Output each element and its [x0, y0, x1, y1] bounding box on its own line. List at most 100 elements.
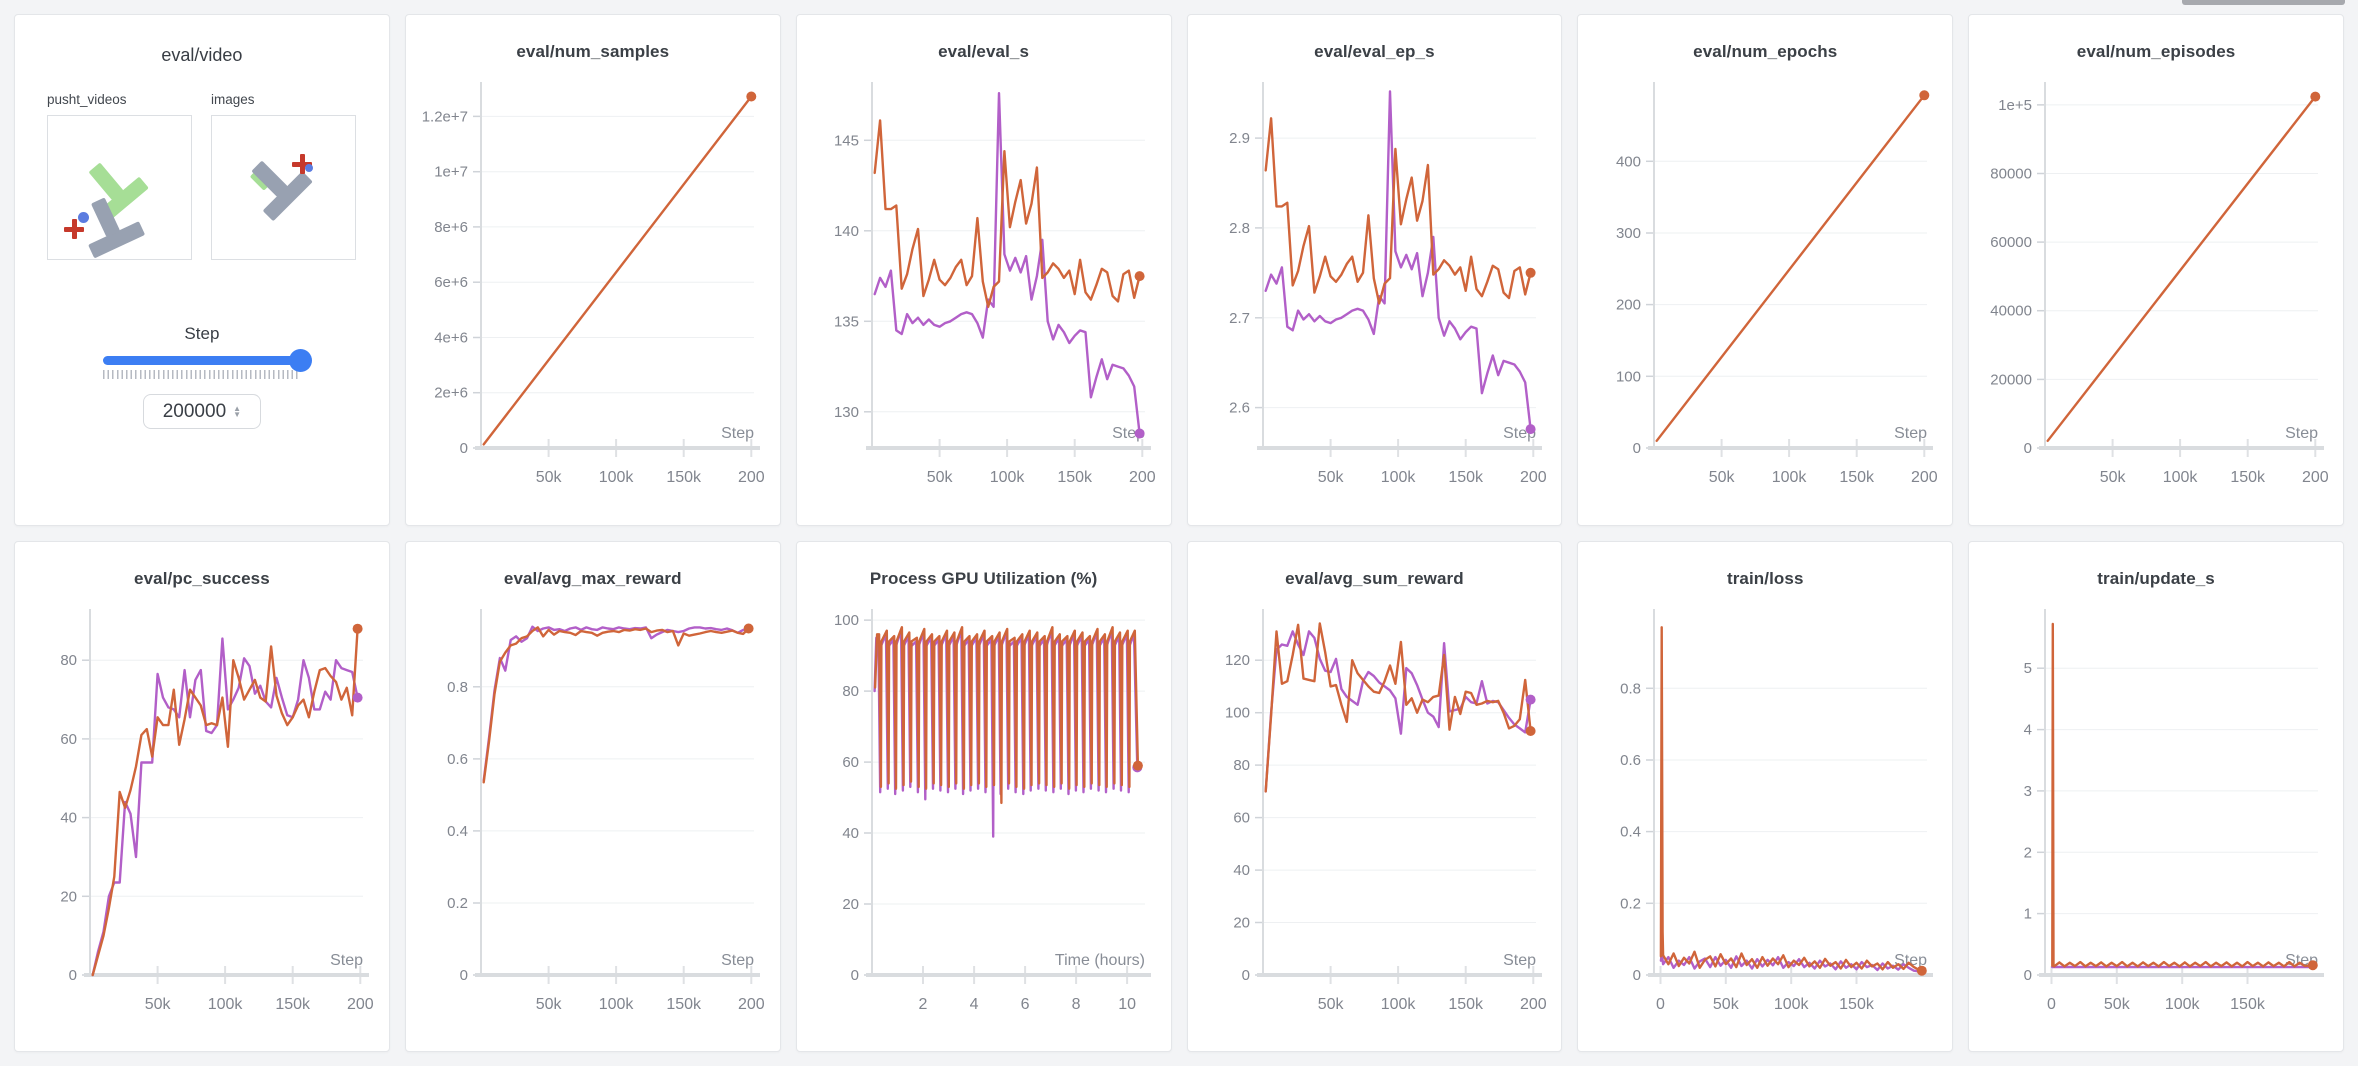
svg-text:Step: Step	[721, 952, 754, 969]
chart-canvas-eval-eval-ep-s[interactable]: 2.6 2.7 2.8 2.9 50k 100k 150k 200 Step	[1188, 70, 1562, 506]
svg-text:100k: 100k	[1771, 469, 1807, 486]
svg-text:200: 200	[1616, 297, 1641, 314]
svg-text:100k: 100k	[599, 469, 635, 486]
agent-dot-icon	[305, 164, 313, 172]
svg-text:20: 20	[842, 896, 859, 913]
chart-canvas-train-loss[interactable]: 0 0.2 0.4 0.6 0.8 0 50k 100k 150k Step	[1578, 597, 1952, 1033]
chart-canvas-eval-num-episodes[interactable]: 0 20000 40000 60000 80000 1e+5 50k 100k 150k 200 S…	[1969, 70, 2343, 506]
svg-text:Step: Step	[1894, 425, 1927, 442]
svg-text:50k: 50k	[1318, 996, 1345, 1013]
stepper-up-icon[interactable]: ▲	[233, 403, 242, 413]
svg-text:2.9: 2.9	[1229, 130, 1250, 147]
svg-text:Step: Step	[1503, 952, 1536, 969]
svg-text:1: 1	[2023, 905, 2031, 922]
chart-canvas-eval-avg-sum-reward[interactable]: 0 20 40 60 80 100 120 50k 100k 150k 200 Step	[1188, 597, 1562, 1033]
svg-text:1e+7: 1e+7	[434, 164, 468, 181]
step-slider[interactable]	[102, 349, 312, 379]
svg-text:0: 0	[460, 967, 468, 984]
svg-text:60: 60	[1233, 809, 1250, 826]
svg-text:150k: 150k	[276, 996, 312, 1013]
svg-text:150k: 150k	[1839, 996, 1875, 1013]
step-input[interactable]: 200000 ▲ ▼	[142, 394, 261, 429]
chart-title: train/loss	[1726, 568, 1804, 588]
svg-text:80: 80	[1233, 757, 1250, 774]
panel-train-loss[interactable]: train/loss 0 0.2 0.4 0.6 0.8 0 50k 100k 150k Step	[1577, 540, 1954, 1052]
chart-canvas-eval-avg-max-reward[interactable]: 0 0.2 0.4 0.6 0.8 50k 100k 150k 200 Step	[406, 597, 780, 1033]
chart-title: eval/pc_success	[134, 568, 270, 588]
svg-text:2: 2	[2023, 844, 2031, 861]
step-slider-knob[interactable]	[288, 349, 312, 372]
svg-text:0.6: 0.6	[447, 750, 468, 767]
svg-text:0: 0	[851, 967, 859, 984]
panel-eval-num-episodes[interactable]: eval/num_episodes 0 20000 40000 60000 80000 1…	[1968, 14, 2344, 526]
svg-text:0: 0	[1242, 967, 1250, 984]
svg-text:100k: 100k	[2162, 469, 2198, 486]
svg-text:4e+6: 4e+6	[434, 330, 468, 347]
video-thumbnail-pusht[interactable]	[47, 115, 192, 260]
panel-eval-num-samples[interactable]: eval/num_samples 0 2e+6 4e+6 6e+6 8e+6 1e+7 1.…	[404, 14, 781, 526]
panel-eval-pc-success[interactable]: eval/pc_success 0 20 40 60 80 50k 100k 150k 200 S…	[14, 540, 390, 1052]
svg-text:50k: 50k	[2099, 469, 2126, 486]
chart-title: eval/num_episodes	[2076, 42, 2236, 61]
panel-eval-eval-s[interactable]: eval/eval_s 130 135 140 145 50k 100k 150k 200 St…	[795, 14, 1172, 526]
media-images[interactable]: images	[211, 92, 357, 260]
svg-text:0: 0	[460, 440, 468, 457]
svg-text:Step: Step	[2285, 425, 2318, 442]
svg-text:150k: 150k	[1448, 469, 1484, 486]
svg-text:150k: 150k	[667, 469, 703, 486]
svg-text:100k: 100k	[599, 996, 635, 1013]
chart-canvas-eval-pc-success[interactable]: 0 20 40 60 80 50k 100k 150k 200 Step	[15, 597, 389, 1033]
svg-text:4: 4	[2023, 721, 2031, 738]
media-pusht-videos[interactable]: pusht_videos	[47, 92, 193, 260]
svg-text:Time (hours): Time (hours)	[1055, 952, 1145, 969]
step-input-value[interactable]: 200000	[162, 400, 227, 422]
svg-text:100k: 100k	[208, 996, 244, 1013]
svg-text:2: 2	[919, 996, 928, 1013]
panel-eval-eval-ep-s[interactable]: eval/eval_ep_s 2.6 2.7 2.8 2.9 50k 100k 150k 20…	[1186, 14, 1563, 526]
step-slider-label: Step	[184, 324, 220, 343]
panel-eval-video[interactable]: eval/video pusht_videos images	[14, 14, 390, 526]
svg-text:200: 200	[347, 996, 374, 1013]
svg-text:150k: 150k	[667, 996, 703, 1013]
target-cross-icon	[64, 219, 84, 239]
chart-title: train/update_s	[2097, 568, 2215, 588]
media-label: images	[211, 92, 255, 107]
svg-text:300: 300	[1616, 225, 1641, 242]
svg-text:0.6: 0.6	[1620, 752, 1641, 769]
stepper-controls[interactable]: ▲ ▼	[233, 403, 242, 419]
svg-text:50k: 50k	[1318, 469, 1345, 486]
svg-text:100k: 100k	[1381, 996, 1417, 1013]
svg-text:40: 40	[61, 809, 78, 826]
chart-canvas-train-update-s[interactable]: 0 1 2 3 4 5 0 50k 100k 150k Step	[1969, 597, 2343, 1033]
svg-text:20: 20	[61, 888, 78, 905]
svg-text:80: 80	[842, 683, 859, 700]
image-thumbnail[interactable]	[211, 115, 356, 260]
panel-train-update-s[interactable]: train/update_s 0 1 2 3 4 5 0 50k 100k 150k Step	[1968, 540, 2344, 1052]
svg-text:100: 100	[1616, 368, 1641, 385]
svg-text:1.2e+7: 1.2e+7	[422, 108, 468, 125]
svg-text:400: 400	[1616, 153, 1641, 170]
panel-eval-avg-sum-reward[interactable]: eval/avg_sum_reward 0 20 40 60 80 100 120 50k 10…	[1186, 540, 1563, 1052]
svg-text:2.7: 2.7	[1229, 310, 1250, 327]
svg-text:200: 200	[1911, 469, 1938, 486]
svg-text:200: 200	[2302, 469, 2329, 486]
svg-text:130: 130	[834, 404, 859, 421]
stepper-down-icon[interactable]: ▼	[233, 409, 242, 419]
chart-canvas-gpu-utilization[interactable]: 0 20 40 60 80 100 2 4 6 8 10 Time (hours)	[797, 597, 1171, 1033]
svg-text:10: 10	[1118, 996, 1136, 1013]
svg-text:Step: Step	[330, 952, 363, 969]
chart-title: Process GPU Utilization (%)	[869, 568, 1098, 588]
svg-text:200: 200	[1129, 469, 1156, 486]
panel-gpu-utilization[interactable]: Process GPU Utilization (%) 0 20 40 60 80 100…	[795, 540, 1172, 1052]
scrollbar-fragment[interactable]	[2182, 0, 2345, 5]
panel-eval-avg-max-reward[interactable]: eval/avg_max_reward 0 0.2 0.4 0.6 0.8 50k 100k…	[404, 540, 781, 1052]
svg-text:0: 0	[1656, 996, 1665, 1013]
chart-canvas-eval-num-samples[interactable]: 0 2e+6 4e+6 6e+6 8e+6 1e+7 1.2e+7 50k 100k 150k 20…	[406, 70, 780, 506]
chart-canvas-eval-num-epochs[interactable]: 0 100 200 300 400 50k 100k 150k 200 Step	[1578, 70, 1952, 506]
svg-text:6: 6	[1021, 996, 1030, 1013]
chart-canvas-eval-eval-s[interactable]: 130 135 140 145 50k 100k 150k 200 Step	[797, 70, 1171, 506]
svg-text:2.6: 2.6	[1229, 400, 1250, 417]
panel-eval-num-epochs[interactable]: eval/num_epochs 0 100 200 300 400 50k 100k 150k…	[1577, 14, 1954, 526]
step-slider-track[interactable]	[102, 349, 312, 372]
